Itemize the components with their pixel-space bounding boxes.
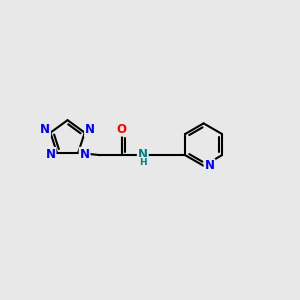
Text: N: N — [80, 148, 90, 161]
Text: N: N — [205, 159, 214, 172]
Text: N: N — [85, 123, 95, 136]
Text: N: N — [40, 123, 50, 136]
Text: O: O — [117, 123, 127, 136]
Text: N: N — [138, 148, 148, 161]
Text: H: H — [139, 158, 147, 167]
Text: N: N — [46, 148, 56, 161]
